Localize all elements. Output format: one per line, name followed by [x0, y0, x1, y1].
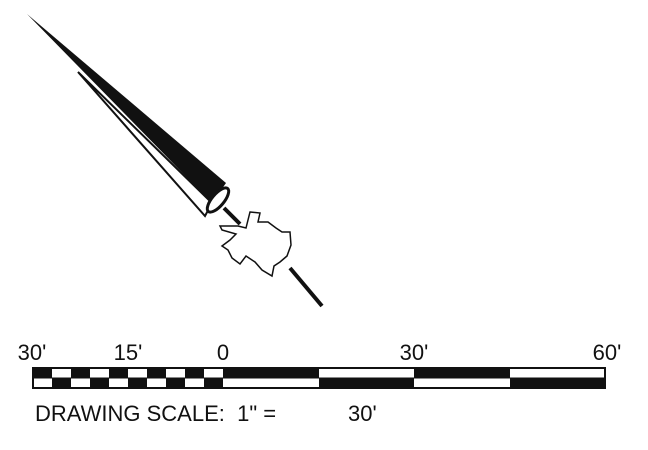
arrow-end	[205, 186, 231, 214]
scale-bar	[32, 367, 606, 389]
caption-value: 30'	[348, 401, 377, 426]
scale-label: 15'	[114, 340, 143, 365]
scale-label: 30'	[400, 340, 429, 365]
arrow-shadow	[77, 71, 214, 218]
arrow-tail	[222, 206, 242, 226]
scale-label: 0	[217, 340, 229, 365]
scale-label: 60'	[593, 340, 622, 365]
texas-outline	[218, 211, 292, 278]
caption-prefix: DRAWING SCALE: 1" =	[35, 401, 276, 426]
north-arrow	[27, 14, 324, 308]
arrow-tail	[288, 266, 324, 308]
scale-label: 30'	[18, 340, 47, 365]
arrow-shaft	[27, 14, 226, 203]
